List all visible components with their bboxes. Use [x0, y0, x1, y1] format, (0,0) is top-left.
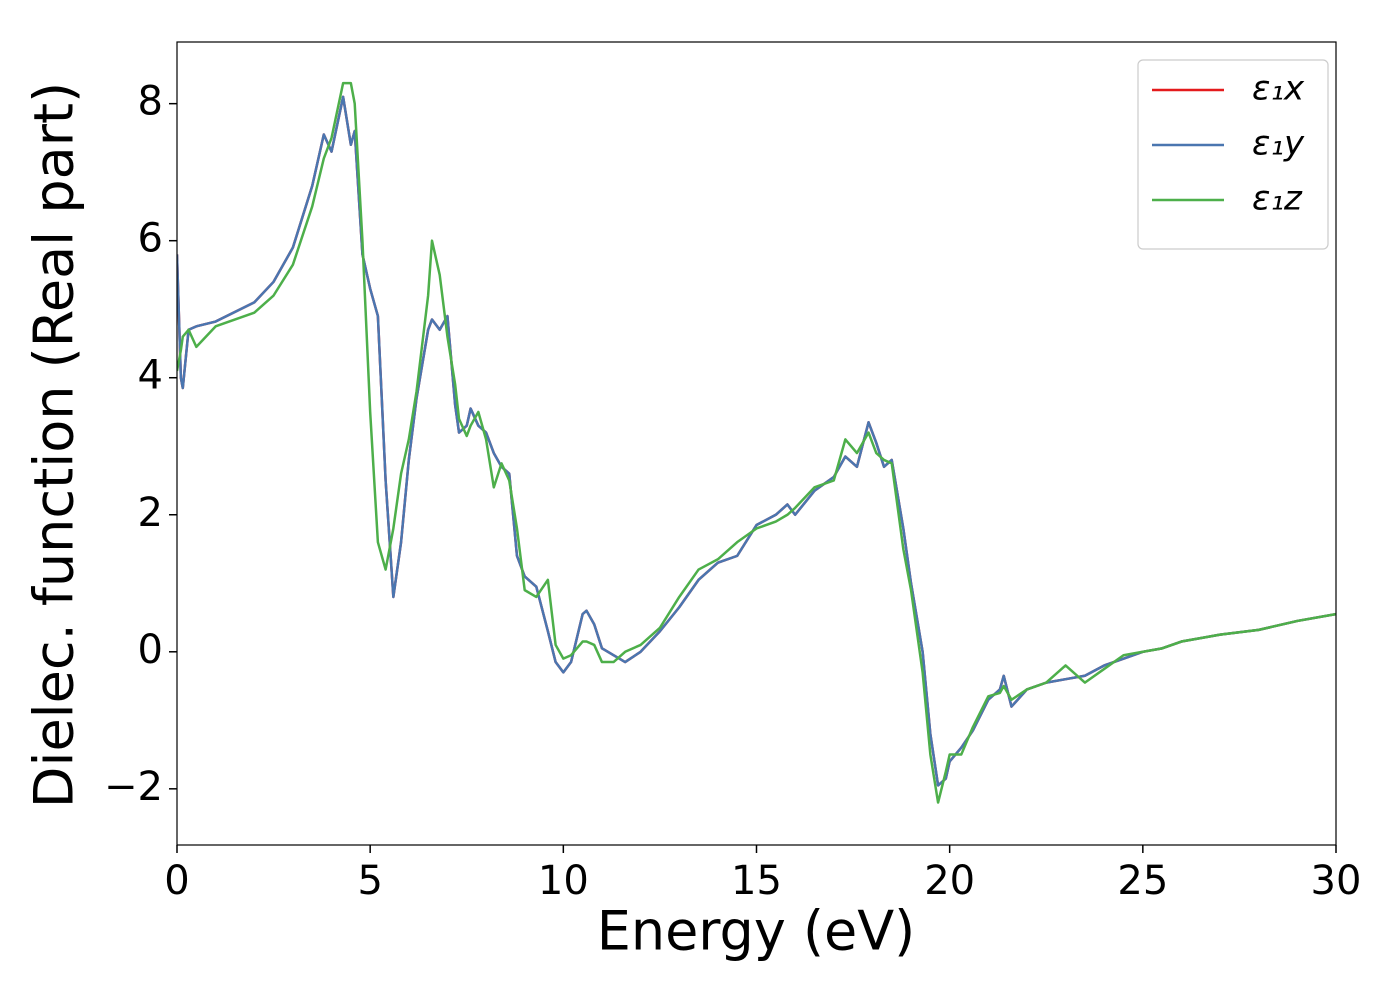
y-tick-label: −2 — [104, 764, 163, 810]
legend-label: ε₁x — [1252, 69, 1305, 109]
legend-label: ε₁y — [1252, 124, 1305, 164]
data-line — [177, 81, 1336, 804]
y-axis-label: Dielec. function (Real part) — [23, 82, 86, 808]
x-tick-label: 10 — [538, 858, 589, 904]
x-tick-label: 30 — [1311, 858, 1362, 904]
x-tick-label: 20 — [924, 858, 975, 904]
y-tick-label: 4 — [138, 353, 163, 399]
y-tick-label: 6 — [138, 216, 163, 262]
x-tick-label: 15 — [731, 858, 782, 904]
legend-label: ε₁z — [1252, 179, 1303, 219]
x-tick-label: 0 — [164, 858, 189, 904]
plot-frame — [176, 41, 1337, 846]
legend-box — [1137, 59, 1329, 250]
y-tick-label: 8 — [138, 79, 163, 125]
y-tick-label: 0 — [138, 627, 163, 673]
x-tick-label: 25 — [1117, 858, 1168, 904]
y-tick-label: 2 — [138, 490, 163, 536]
x-tick-label: 5 — [357, 858, 382, 904]
x-axis-label: Energy (eV) — [597, 900, 916, 963]
